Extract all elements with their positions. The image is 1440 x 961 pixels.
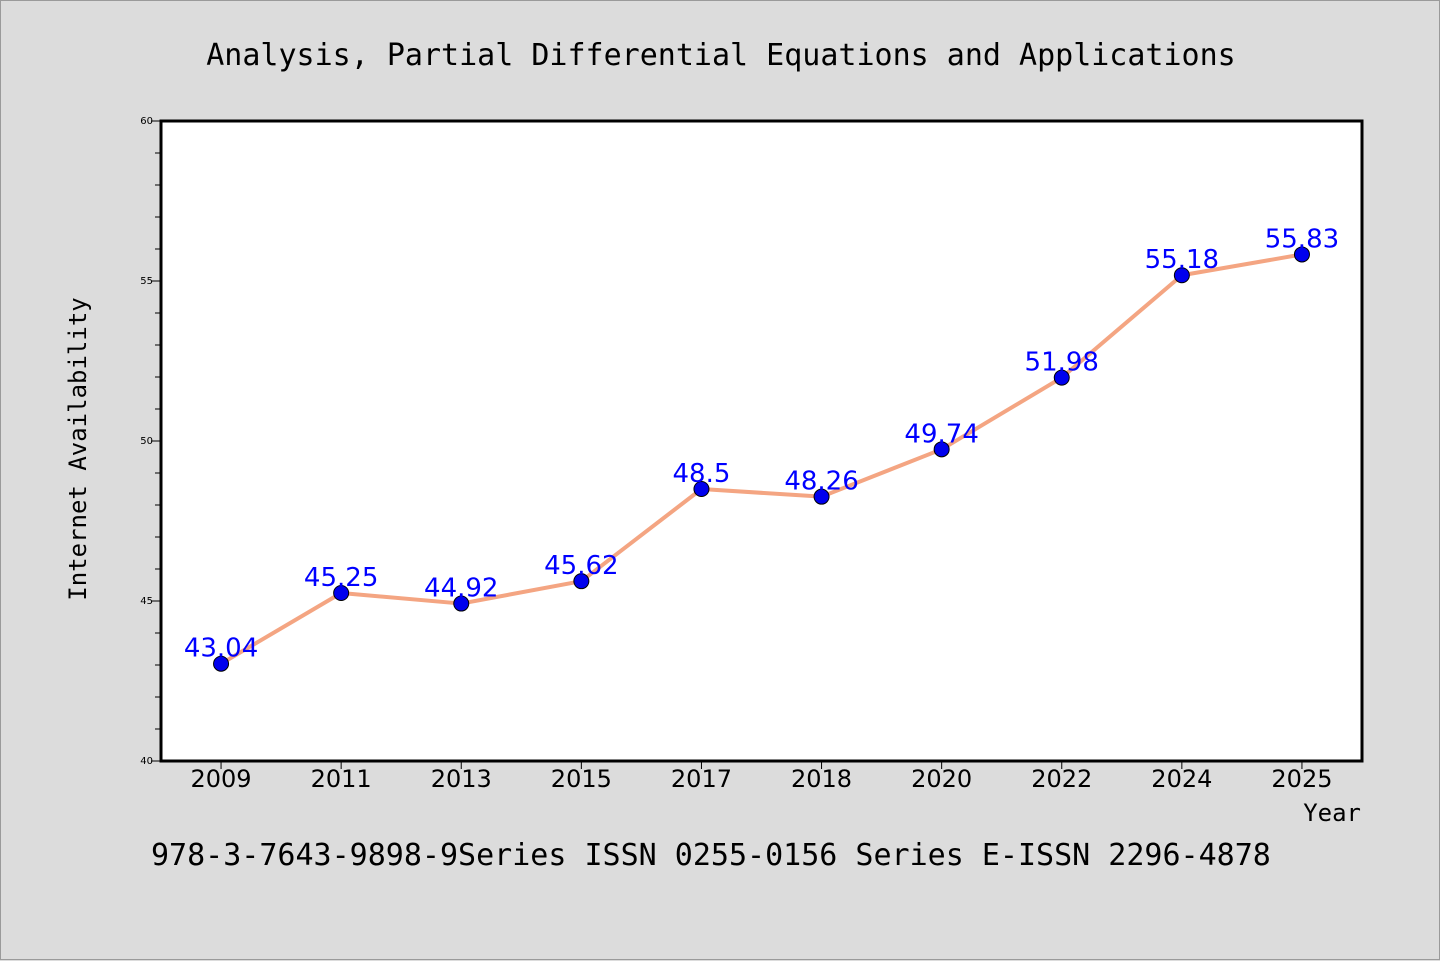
x-axis: 2009 2011 2013 2015 2017 2018 2020 2022 2024 2025 <box>191 761 1332 793</box>
data-point[interactable] <box>693 481 710 497</box>
x-tick-label: 2009 <box>191 765 252 793</box>
data-label: 45.25 <box>304 563 378 593</box>
chart-title: Analysis, Partial Differential Equations… <box>206 38 1236 73</box>
x-axis-label: Year <box>1303 799 1361 827</box>
data-point[interactable] <box>1053 369 1070 386</box>
footer-text: 978-3-7643-9898-9Series ISSN 0255-0156 S… <box>151 838 1271 873</box>
series-line-group <box>213 246 1310 672</box>
data-point[interactable] <box>1293 246 1310 263</box>
x-tick-label: 2020 <box>911 765 972 793</box>
data-point[interactable] <box>813 488 830 505</box>
x-tick-label: 2022 <box>1031 765 1092 793</box>
data-point[interactable] <box>1173 267 1190 284</box>
x-tick-label: 2015 <box>551 765 612 793</box>
data-label: 49.74 <box>904 419 978 449</box>
data-label: 43.04 <box>184 634 258 664</box>
data-label: 44.92 <box>424 574 498 604</box>
data-point[interactable] <box>933 441 950 458</box>
y-axis-label: Internet Availability <box>64 297 92 600</box>
x-tick-label: 2024 <box>1151 765 1212 793</box>
y-tick-label: 60 <box>140 116 153 127</box>
data-label: 51.98 <box>1025 348 1099 378</box>
data-point[interactable] <box>573 573 590 590</box>
x-tick-label: 2011 <box>311 765 372 793</box>
data-label: 48.26 <box>784 467 858 497</box>
series-line <box>219 252 1304 666</box>
x-tick-label: 2013 <box>431 765 492 793</box>
y-axis: 40 45 50 55 60 <box>140 116 161 767</box>
data-label: 55.18 <box>1145 245 1219 275</box>
x-tick-label: 2017 <box>671 765 732 793</box>
x-tick-label: 2025 <box>1271 765 1332 793</box>
data-label: 48.5 <box>673 459 731 489</box>
data-labels-group: 43.04 45.25 44.92 45.62 48.5 48.26 49.74 51.98 5… <box>184 224 1339 663</box>
data-point[interactable] <box>453 595 470 612</box>
data-label: 45.62 <box>544 551 618 581</box>
data-point[interactable] <box>213 655 230 672</box>
y-tick-label: 45 <box>140 596 153 607</box>
y-tick-label: 50 <box>140 436 153 447</box>
data-point[interactable] <box>333 585 350 601</box>
y-tick-label: 40 <box>140 756 153 767</box>
y-tick-label: 55 <box>140 276 153 287</box>
plot-area <box>159 119 1364 763</box>
x-tick-label: 2018 <box>791 765 852 793</box>
data-label: 55.83 <box>1265 224 1339 254</box>
